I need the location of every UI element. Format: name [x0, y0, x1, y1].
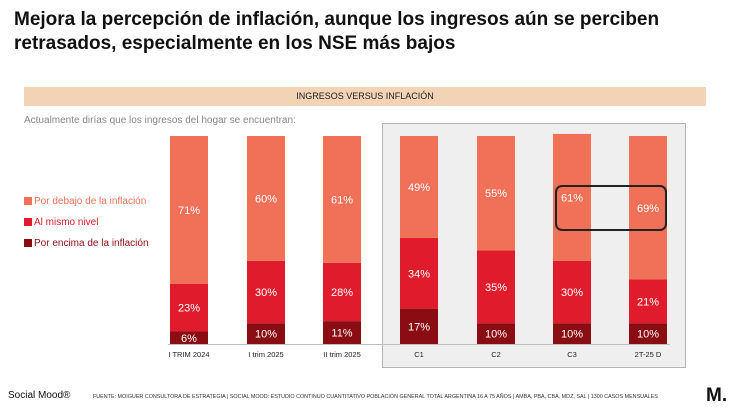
data-label-c2-al-mismo-nivel: 35%	[485, 282, 507, 294]
data-label-c3-por-debajo-de-la-inflaci-n: 61%	[561, 192, 583, 204]
bar-i-trim-2025-al-mismo-nivel	[247, 260, 285, 324]
highlight-box	[555, 185, 667, 231]
bar-c2-al-mismo-nivel	[477, 250, 515, 324]
x-tick-label-c1: C1	[414, 350, 424, 359]
data-label-c3-al-mismo-nivel: 30%	[561, 287, 583, 299]
footer-brand: Social Mood®	[8, 390, 71, 401]
bar-ii-trim-2025-al-mismo-nivel	[323, 262, 361, 322]
chart-legend: Por debajo de la inflación Al mismo nive…	[24, 196, 149, 259]
bar-2t-25-d-al-mismo-nivel	[629, 279, 667, 324]
legend-label-below: Por debajo de la inflación	[34, 196, 147, 207]
section-banner: INGRESOS VERSUS INFLACIÓN	[24, 87, 706, 106]
data-label-ii-trim-2025-al-mismo-nivel: 28%	[331, 287, 353, 299]
data-label-c2-por-debajo-de-la-inflaci-n: 55%	[485, 188, 507, 200]
survey-question: Actualmente dirías que los ingresos del …	[24, 115, 296, 126]
bar-c3-al-mismo-nivel	[553, 260, 591, 324]
data-label-2t-25-d-al-mismo-nivel: 21%	[637, 296, 659, 308]
data-label-c1-por-debajo-de-la-inflaci-n: 49%	[408, 182, 430, 194]
bar-ii-trim-2025-por-encima-de-la-inflaci-n	[323, 321, 361, 344]
data-label-i-trim-2024-por-encima-de-la-inflaci-n: 6%	[181, 333, 197, 345]
x-tick-label-ii-trim-2025: II trim 2025	[323, 350, 361, 359]
x-tick-label-2t-25-d: 2T-25 D	[635, 350, 662, 359]
data-label-ii-trim-2025-por-encima-de-la-inflaci-n: 11%	[331, 328, 352, 340]
data-label-2t-25-d-por-encima-de-la-inflaci-n: 10%	[637, 329, 659, 341]
x-tick-label-i-trim-2025: I trim 2025	[248, 350, 283, 359]
bar-2t-25-d-por-encima-de-la-inflaci-n	[629, 323, 667, 344]
page-title: Mejora la percepción de inflación, aunqu…	[14, 9, 660, 54]
bar-i-trim-2025-por-debajo-de-la-inflaci-n	[247, 136, 285, 261]
legend-label-same: Al mismo nivel	[34, 217, 99, 228]
data-label-i-trim-2024-al-mismo-nivel: 23%	[178, 303, 200, 315]
bar-2t-25-d-por-debajo-de-la-inflaci-n	[629, 136, 667, 280]
bar-c3-por-encima-de-la-inflaci-n	[553, 323, 591, 344]
bar-i-trim-2024-por-debajo-de-la-inflaci-n	[170, 136, 208, 284]
bar-c2-por-debajo-de-la-inflaci-n	[477, 136, 515, 251]
legend-item-above: Por encima de la inflación	[24, 238, 149, 259]
data-label-c1-por-encima-de-la-inflaci-n: 17%	[408, 321, 430, 333]
data-label-i-trim-2025-por-debajo-de-la-inflaci-n: 60%	[255, 193, 277, 205]
legend-label-above: Por encima de la inflación	[34, 238, 149, 249]
x-tick-label-c3: C3	[567, 350, 577, 359]
bar-i-trim-2025-por-encima-de-la-inflaci-n	[247, 323, 285, 344]
legend-swatch-same	[24, 218, 32, 226]
data-label-2t-25-d-por-debajo-de-la-inflaci-n: 69%	[637, 203, 659, 215]
legend-item-same: Al mismo nivel	[24, 217, 149, 238]
data-label-c3-por-encima-de-la-inflaci-n: 10%	[561, 329, 583, 341]
bar-c3-por-debajo-de-la-inflaci-n	[553, 133, 591, 261]
bar-c1-por-debajo-de-la-inflaci-n	[400, 136, 438, 238]
data-label-i-trim-2024-por-debajo-de-la-inflaci-n: 71%	[178, 205, 200, 217]
bar-c1-por-encima-de-la-inflaci-n	[400, 308, 438, 344]
data-label-c1-al-mismo-nivel: 34%	[408, 268, 430, 280]
x-tick-label-c2: C2	[491, 350, 501, 359]
bar-ii-trim-2025-por-debajo-de-la-inflaci-n	[323, 136, 361, 263]
bar-i-trim-2024-al-mismo-nivel	[170, 283, 208, 332]
footer-source: FUENTE: MOIGUER CONSULTORA DE ESTRATEGIA…	[93, 394, 658, 400]
bar-c1-al-mismo-nivel	[400, 237, 438, 309]
data-label-i-trim-2025-al-mismo-nivel: 30%	[255, 287, 277, 299]
legend-item-below: Por debajo de la inflación	[24, 196, 149, 217]
bar-c2-por-encima-de-la-inflaci-n	[477, 323, 515, 344]
legend-swatch-below	[24, 197, 32, 205]
data-label-ii-trim-2025-por-debajo-de-la-inflaci-n: 61%	[331, 194, 353, 206]
data-label-i-trim-2025-por-encima-de-la-inflaci-n: 10%	[255, 329, 277, 341]
x-tick-label-i-trim-2024: I TRIM 2024	[168, 350, 209, 359]
legend-swatch-above	[24, 239, 32, 247]
brand-logo: M.	[706, 385, 728, 406]
data-label-c2-por-encima-de-la-inflaci-n: 10%	[485, 329, 507, 341]
bar-i-trim-2024-por-encima-de-la-inflaci-n	[170, 331, 208, 344]
